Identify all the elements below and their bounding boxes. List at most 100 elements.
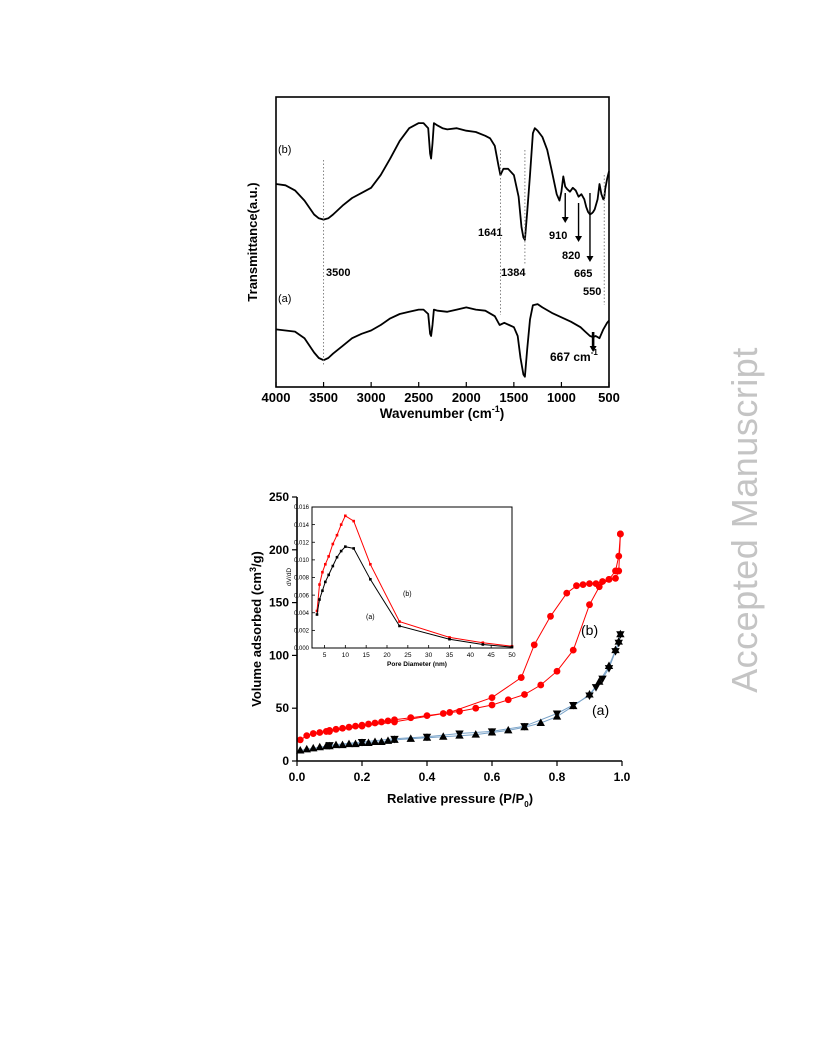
inset-series-b-point	[327, 555, 330, 558]
isotherm-a-adsorption-point	[504, 725, 513, 734]
inset-y-tick-label: 0.016	[294, 505, 310, 511]
inset-x-tick-label: 5	[323, 652, 327, 659]
isotherm-a-desorption-point	[390, 735, 399, 744]
isotherm-x-axis-label: Relative pressure (P/P0)	[387, 791, 533, 809]
isotherm-b-desorption-point	[579, 581, 587, 589]
isotherm-b-desorption-point	[616, 530, 624, 538]
isotherm-a-adsorption-point	[383, 736, 393, 744]
ftir-x-tick-label: 2500	[404, 390, 433, 405]
ftir-guide-lines	[323, 150, 605, 365]
isotherm-b-desorption-point	[358, 722, 366, 730]
isotherm-b-desorption-point	[517, 674, 525, 681]
isotherm-x-tick-label: 0.6	[484, 770, 501, 784]
isotherm-b-desorption-point	[605, 575, 613, 583]
inset-plot-area	[315, 514, 514, 649]
isotherm-b-adsorption-point	[352, 722, 359, 730]
isotherm-b-desorption-point	[326, 728, 333, 735]
ftir-peak-910: 910	[549, 230, 567, 242]
inset-series-label-b: (b)	[403, 591, 412, 598]
isotherm-a-desorption-point	[552, 710, 562, 718]
ftir-arrow-head	[586, 256, 594, 262]
inset-y-tick-label: 0.004	[294, 611, 310, 617]
ftir-frame	[275, 96, 610, 388]
inset-series-a-point	[331, 564, 335, 568]
inset-series-b-point	[339, 523, 343, 526]
isotherm-a-desorption-point	[598, 675, 607, 684]
isotherm-a-desorption-point	[325, 742, 334, 750]
isotherm-b-adsorption-point	[384, 717, 392, 725]
ftir-chart: 4000 3500 3000 2500 2000 1500 1000 500 Transmit…	[245, 96, 620, 421]
isotherm-x-tick-label: 1.0	[614, 770, 631, 784]
ftir-x-ticks: 4000 3500 3000 2500 2000 1500 1000 500	[262, 382, 620, 405]
inset-series-a-point	[335, 555, 339, 559]
isotherm-b-adsorption-point	[316, 729, 324, 736]
isotherm-b-adsorption-point	[615, 552, 623, 560]
isotherm-plot-area	[296, 530, 625, 754]
isotherm-x-tick-label: 0.2	[354, 770, 371, 784]
ftir-arrow-head	[589, 346, 597, 352]
inset-series-b-point	[321, 570, 324, 574]
ftir-series-a-line	[275, 303, 610, 378]
inset-ticks: 5 10 15 20 25 30 35 40 45 50 0.000 0.002 0.004 0.006 0…	[294, 505, 516, 659]
inset-series-b-point	[344, 514, 347, 518]
inset-x-tick-label: 35	[446, 652, 454, 659]
isotherm-b-adsorption-point	[371, 719, 379, 727]
inset-series-b-point	[369, 562, 372, 566]
isotherm-b-desorption-point	[592, 580, 600, 587]
isotherm-b-adsorption-point	[504, 696, 512, 704]
isotherm-b-desorption-point	[391, 718, 398, 726]
inset-x-tick-label: 20	[383, 652, 391, 659]
inset-y-tick-label: 0.010	[294, 558, 310, 564]
isotherm-a-adsorption-point	[364, 738, 373, 747]
isotherm-b-adsorption-point	[569, 646, 577, 654]
isotherm-a-adsorption-point	[377, 737, 386, 745]
isotherm-b-adsorption-point	[456, 707, 463, 715]
inset-y-tick-label: 0.008	[294, 576, 310, 582]
inset-series-a-point	[398, 624, 401, 628]
isotherm-x-tick-label: 0.4	[419, 770, 436, 784]
isotherm-a-adsorption-point	[595, 677, 604, 685]
inset-y-axis-label: dV/dD	[286, 568, 293, 586]
inset-y-tick-label: 0.006	[294, 593, 310, 599]
inset-frame	[311, 506, 513, 649]
isotherm-b-adsorption-point	[439, 710, 447, 717]
ftir-x-tick-label: 1500	[499, 390, 528, 405]
isotherm-a-adsorption-point	[302, 744, 311, 753]
isotherm-b-adsorption-point	[309, 730, 317, 737]
ftir-peak-667: 667 cm-1	[550, 348, 598, 364]
ftir-x-tick-label: 3500	[309, 390, 338, 405]
isotherm-x-tick-label: 0.0	[289, 770, 306, 784]
isotherm-b-adsorption-point	[303, 732, 311, 740]
isotherm-a-adsorption-point	[471, 730, 480, 738]
isotherm-b-adsorption-point	[586, 601, 593, 609]
ftir-peak-820: 820	[562, 250, 580, 262]
inset-series-a-point	[481, 643, 485, 646]
isotherm-b-desorption-point	[530, 641, 538, 649]
inset-x-tick-label: 40	[467, 652, 475, 659]
isotherm-a-desorption-point	[520, 723, 529, 731]
ftir-x-tick-label: 500	[598, 390, 620, 405]
isotherm-b-adsorption-point	[553, 667, 561, 675]
isotherm-b-desorption-point	[488, 694, 496, 702]
inset-series-b-point	[318, 583, 321, 586]
isotherm-a-adsorption-point	[351, 739, 360, 748]
isotherm-y-axis-label: Volume adsorbed (cm3/g)	[248, 551, 264, 707]
isotherm-series-label-b: (b)	[581, 622, 598, 638]
isotherm-a-desorption-point	[604, 665, 614, 673]
inset-x-tick-label: 50	[508, 652, 516, 659]
isotherm-y-tick-label: 150	[269, 596, 289, 610]
isotherm-b-desorption-point	[615, 567, 623, 575]
inset-y-tick-label: 0.012	[294, 540, 310, 546]
isotherm-a-adsorption-point	[296, 745, 305, 754]
isotherm-a-desorption-point	[455, 730, 464, 739]
inset-series-b-point	[335, 533, 339, 537]
isotherm-a-adsorption-point	[536, 718, 545, 726]
isotherm-a-adsorption-point	[338, 740, 347, 749]
isotherm-a-adsorption-point	[315, 742, 324, 751]
ftir-peak-665: 665	[574, 268, 592, 280]
inset-series-a-point	[352, 547, 355, 550]
isotherm-a-desorption-point	[614, 639, 623, 648]
inset-series-a-point	[369, 577, 372, 581]
isotherm-b-adsorption-point	[472, 704, 480, 712]
inset-x-tick-label: 25	[404, 652, 412, 659]
